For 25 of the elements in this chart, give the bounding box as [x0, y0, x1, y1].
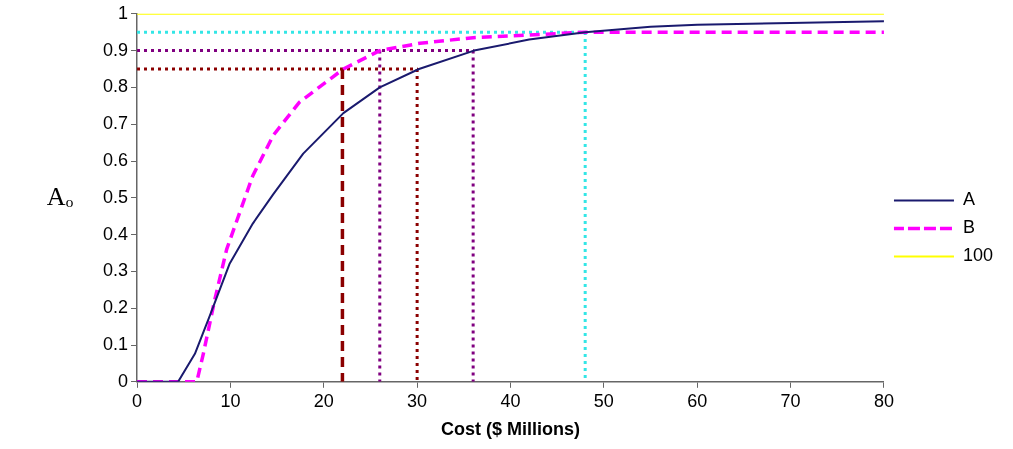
legend-label: 100 — [962, 245, 994, 266]
x-tick-label: 40 — [500, 390, 521, 411]
y-tick-label: 0.1 — [102, 333, 129, 354]
y-axis-title: Aₒ — [46, 181, 74, 211]
x-axis-title: Cost ($ Millions) — [441, 419, 580, 440]
y-tick-label: 0.7 — [102, 113, 129, 134]
y-tick-label: 0.2 — [102, 297, 129, 318]
x-tick-label: 30 — [407, 390, 428, 411]
x-tick-label: 20 — [313, 390, 334, 411]
y-tick-label: 1 — [118, 2, 129, 23]
y-tick-label: 0.9 — [102, 39, 129, 60]
x-tick-label: 70 — [780, 390, 801, 411]
y-tick-label: 0.5 — [102, 186, 129, 207]
y-tick-label: 0.8 — [102, 76, 129, 97]
legend-label: A — [962, 189, 975, 210]
x-tick-label: 60 — [687, 390, 708, 411]
x-tick-label: 50 — [593, 390, 614, 411]
y-tick-label: 0.6 — [102, 149, 129, 170]
x-tick-label: 80 — [873, 390, 894, 411]
x-tick-label: 0 — [132, 390, 143, 411]
legend-label: B — [962, 217, 975, 238]
y-tick-label: 0 — [118, 370, 129, 391]
y-tick-label: 0.3 — [102, 260, 129, 281]
y-tick-label: 0.4 — [102, 223, 129, 244]
x-tick-label: 10 — [220, 390, 241, 411]
